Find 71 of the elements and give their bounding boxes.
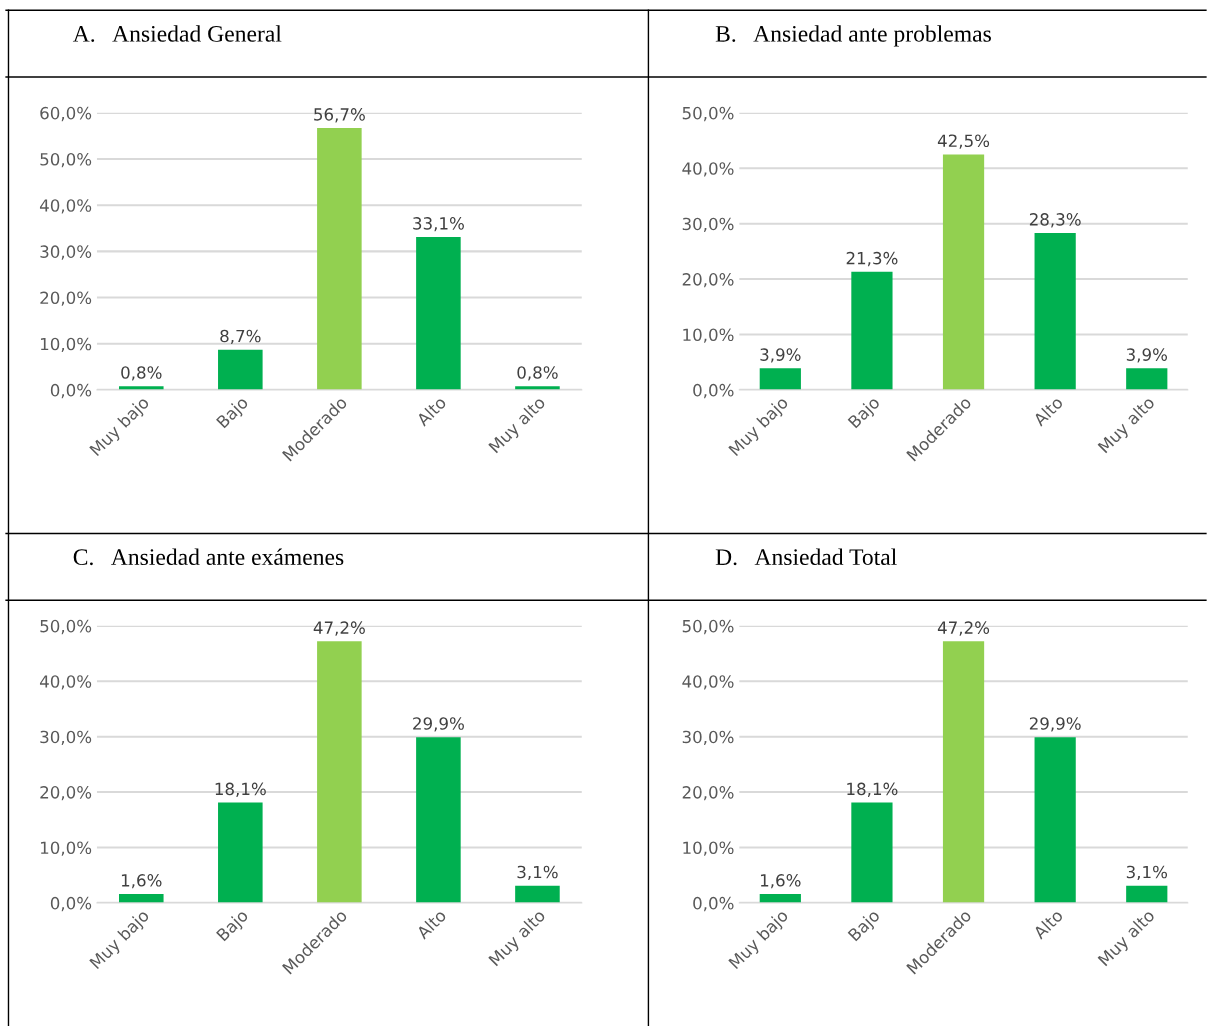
x-tick-label: Alto (415, 908, 447, 940)
y-tick-label: 60,0% (40, 106, 92, 122)
y-tick-label: 0,0% (50, 896, 92, 912)
data-label: 29,9% (413, 717, 464, 732)
data-label: 28,3% (1029, 213, 1081, 228)
bar (1126, 885, 1168, 903)
chart-title: A. Ansiedad General (72, 25, 282, 42)
y-tick-label: 40,0% (682, 162, 734, 177)
data-label: 18,1% (215, 782, 266, 797)
y-tick-label: 10,0% (683, 841, 734, 856)
bar (1126, 368, 1168, 390)
y-tick-label: 10,0% (683, 328, 734, 343)
data-label: 0,8% (121, 366, 162, 381)
y-tick-label: 50,0% (682, 106, 734, 122)
data-label: 42,5% (937, 134, 990, 149)
y-tick-label: 20,0% (682, 786, 734, 801)
y-tick-label: 20,0% (40, 291, 92, 306)
bar (317, 128, 362, 390)
y-tick-label: 40,0% (682, 675, 734, 690)
y-tick-label: 30,0% (682, 730, 734, 745)
data-label: 47,2% (937, 621, 990, 636)
y-tick-label: 50,0% (682, 619, 734, 635)
bar (218, 349, 263, 390)
bar (416, 237, 461, 390)
y-tick-label: 40,0% (39, 199, 92, 214)
y-tick-label: 0,0% (693, 896, 734, 912)
chart-title: C. Ansiedad ante exámenes (73, 548, 344, 566)
data-label: 56,7% (314, 108, 365, 123)
x-tick-label: Alto (1032, 908, 1064, 940)
y-tick-label: 0,0% (693, 383, 734, 399)
data-label: 47,2% (313, 621, 365, 636)
x-tick-label: Alto (415, 395, 447, 427)
x-tick-label: Alto (1032, 395, 1064, 427)
bar (1034, 737, 1076, 903)
bar (1034, 233, 1076, 390)
data-label: 8,7% (220, 329, 261, 345)
data-label: 0,8% (517, 366, 558, 381)
data-label: 3,1% (1126, 865, 1168, 881)
y-tick-label: 20,0% (682, 273, 734, 288)
bar (515, 885, 560, 903)
y-tick-label: 30,0% (40, 245, 92, 260)
y-tick-label: 10,0% (40, 337, 92, 352)
data-label: 3,9% (1126, 348, 1168, 363)
data-label: 29,9% (1029, 717, 1081, 732)
chart-title: D. Ansiedad Total (715, 548, 897, 566)
bar (942, 154, 985, 390)
y-tick-label: 0,0% (50, 383, 92, 399)
y-tick-label: 10,0% (40, 841, 92, 856)
data-label: 18,1% (847, 782, 898, 797)
bar (851, 802, 893, 903)
bar (317, 641, 362, 903)
bar (851, 271, 893, 390)
y-tick-label: 50,0% (40, 619, 92, 635)
bar (942, 641, 985, 903)
data-label: 3,1% (517, 865, 558, 881)
y-tick-label: 40,0% (39, 675, 92, 690)
data-label: 1,6% (121, 874, 162, 889)
data-label: 3,9% (760, 348, 801, 363)
bar (759, 368, 801, 390)
y-tick-label: 30,0% (40, 730, 92, 745)
data-label: 33,1% (413, 217, 464, 232)
bar (218, 802, 263, 903)
y-tick-label: 50,0% (40, 152, 92, 168)
data-label: 1,6% (760, 874, 801, 889)
bar (759, 894, 801, 903)
bar (119, 894, 164, 903)
y-tick-label: 30,0% (682, 217, 734, 232)
chart-title: B. Ansiedad ante problemas (715, 25, 991, 47)
bar (416, 737, 461, 903)
y-tick-label: 20,0% (40, 786, 92, 801)
data-label: 21,3% (846, 251, 898, 267)
